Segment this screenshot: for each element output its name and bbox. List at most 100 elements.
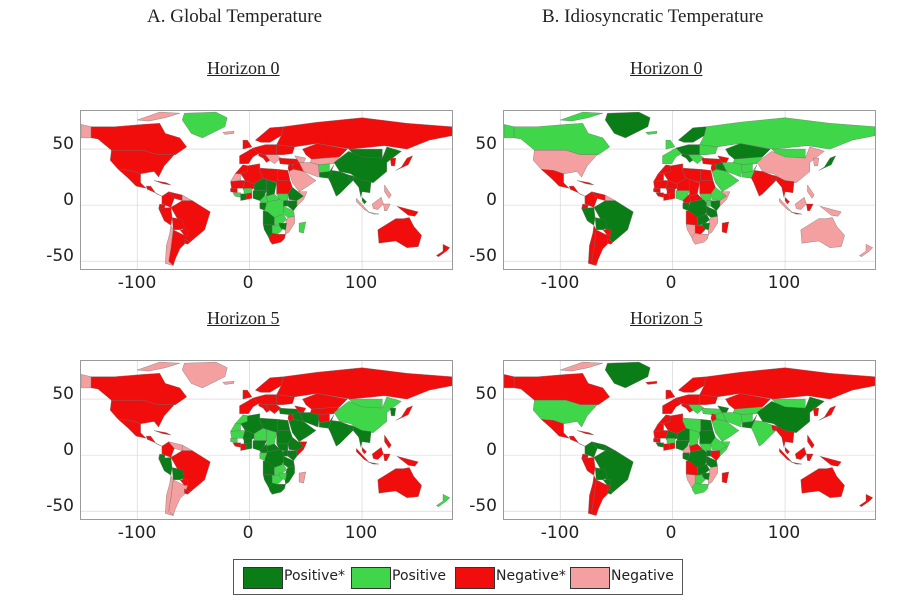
map-svg xyxy=(504,361,875,519)
panel-title-a-h0: Horizon 0 xyxy=(207,58,280,78)
region-arctic xyxy=(137,111,181,122)
region-australia xyxy=(377,217,422,248)
region-philippines xyxy=(384,184,392,199)
region-usa xyxy=(533,400,598,428)
region-mauritania xyxy=(230,180,246,189)
region-sumatra xyxy=(356,198,369,213)
region-uruguay xyxy=(184,238,191,245)
region-mozambique xyxy=(284,216,295,235)
region-sumatra xyxy=(356,448,369,463)
region-canada xyxy=(90,373,187,405)
region-nz xyxy=(436,244,450,257)
map-idiosyncratic-h0 xyxy=(503,110,876,270)
map-global-h5 xyxy=(80,360,453,520)
region-afghan xyxy=(741,163,753,173)
region-iceland xyxy=(222,381,235,385)
region-philippines xyxy=(384,434,392,449)
region-japan xyxy=(395,155,413,171)
region-camerica xyxy=(569,435,586,447)
region-korea xyxy=(813,157,819,167)
region-afghan xyxy=(318,163,330,173)
region-korea xyxy=(390,407,396,417)
region-weurope xyxy=(239,147,259,164)
column-title-global: A. Global Temperature xyxy=(147,6,323,27)
region-senegal xyxy=(230,438,238,443)
region-sulawesi xyxy=(383,203,391,211)
region-borneo xyxy=(372,197,384,210)
panel-title-b-h0: Horizon 0 xyxy=(630,58,703,78)
region-arctic xyxy=(560,111,604,122)
region-greenland xyxy=(182,361,228,389)
region-malaysia xyxy=(361,447,367,455)
region-greenland xyxy=(605,361,651,389)
region-ghana xyxy=(246,442,253,450)
region-borneo xyxy=(795,447,807,460)
region-weurope xyxy=(662,397,682,414)
x-tick-label: -100 xyxy=(540,273,580,293)
region-sumatra xyxy=(779,448,792,463)
region-png xyxy=(819,456,842,467)
region-australia xyxy=(800,467,845,498)
region-png xyxy=(396,206,419,217)
region-japan xyxy=(818,155,836,171)
region-mexico xyxy=(540,419,570,439)
region-uk xyxy=(665,139,676,150)
region-iceland xyxy=(222,131,235,135)
map-svg xyxy=(504,111,875,269)
region-philippines xyxy=(807,184,815,199)
region-chile xyxy=(588,225,597,266)
region-caribbean xyxy=(153,430,172,436)
region-bolivia xyxy=(594,467,608,480)
region-borneo xyxy=(372,447,384,460)
region-india xyxy=(328,420,354,447)
region-wsahara xyxy=(653,173,664,182)
region-canada xyxy=(513,373,610,405)
region-botswana xyxy=(694,225,706,235)
region-china xyxy=(756,146,825,183)
region-sulawesi xyxy=(806,453,814,461)
region-arabia xyxy=(711,419,740,442)
region-ghana xyxy=(669,442,676,450)
legend-swatch xyxy=(351,567,391,589)
region-nz xyxy=(859,244,873,257)
region-guinea xyxy=(232,192,241,198)
x-tick-label: -100 xyxy=(117,273,157,293)
region-mexico xyxy=(540,169,570,189)
region-malaysia xyxy=(784,197,790,205)
region-colombia xyxy=(584,191,598,208)
region-korea xyxy=(813,407,819,417)
region-senegal xyxy=(230,188,238,193)
region-burkina xyxy=(666,438,676,445)
region-bolivia xyxy=(171,467,185,480)
region-india xyxy=(751,420,777,447)
legend-swatch xyxy=(570,567,610,589)
region-nz xyxy=(859,494,873,507)
map-svg xyxy=(81,111,452,269)
region-canada xyxy=(90,123,187,155)
legend-label: Negative xyxy=(611,568,674,584)
region-japan xyxy=(395,405,413,421)
region-ivorycoast xyxy=(663,193,670,201)
region-camerica xyxy=(146,185,163,197)
region-botswana xyxy=(271,475,283,485)
region-botswana xyxy=(694,475,706,485)
map-idiosyncratic-h5 xyxy=(503,360,876,520)
region-usa xyxy=(533,150,598,178)
y-tick-label: 50 xyxy=(52,384,74,404)
region-caribbean xyxy=(576,180,595,186)
region-canada xyxy=(513,123,610,155)
region-weurope xyxy=(662,147,682,164)
region-chile xyxy=(588,475,597,516)
region-peru xyxy=(581,207,596,226)
region-zambia xyxy=(697,213,710,226)
region-afghan xyxy=(741,413,753,423)
y-tick-label: -50 xyxy=(469,246,497,266)
region-peru xyxy=(158,207,173,226)
region-usa xyxy=(110,400,175,428)
region-arabia xyxy=(288,419,317,442)
region-uk xyxy=(242,389,253,400)
region-guinea xyxy=(655,192,664,198)
region-png xyxy=(396,456,419,467)
region-mexico xyxy=(117,419,147,439)
region-southafrica xyxy=(268,232,286,245)
